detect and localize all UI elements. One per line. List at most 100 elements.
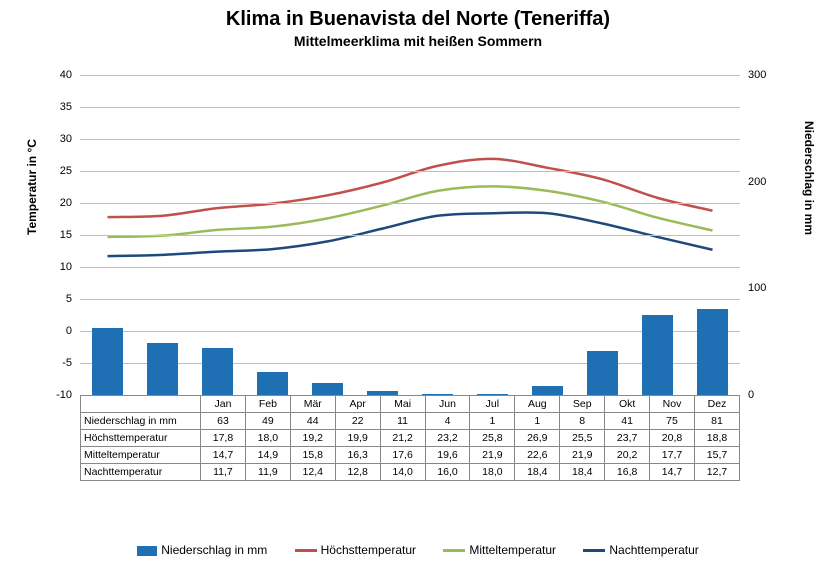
row-label: Niederschlag in mm bbox=[81, 413, 201, 430]
legend: Niederschlag in mm Höchsttemperatur Mitt… bbox=[0, 543, 836, 557]
data-cell: 15,7 bbox=[694, 447, 739, 464]
y-right-tick: 100 bbox=[748, 282, 778, 294]
month-header: Jan bbox=[201, 396, 246, 413]
data-table: JanFebMärAprMaiJunJulAugSepOktNovDezNied… bbox=[80, 395, 740, 481]
table-corner bbox=[81, 396, 201, 413]
data-cell: 26,9 bbox=[515, 430, 560, 447]
data-cell: 21,9 bbox=[560, 447, 605, 464]
data-cell: 11,7 bbox=[201, 464, 246, 481]
data-cell: 18,4 bbox=[515, 464, 560, 481]
gridline bbox=[80, 171, 740, 172]
data-cell: 22 bbox=[335, 413, 380, 430]
precip-bar bbox=[697, 309, 727, 395]
chart-title: Klima in Buenavista del Norte (Teneriffa… bbox=[0, 0, 836, 31]
y-left-tick: 35 bbox=[42, 101, 72, 113]
legend-precip: Niederschlag in mm bbox=[137, 543, 267, 557]
legend-label-high: Höchsttemperatur bbox=[321, 543, 416, 557]
month-header: Okt bbox=[605, 396, 650, 413]
y-left-tick: 10 bbox=[42, 261, 72, 273]
table-row: Niederschlag in mm63494422114118417581 bbox=[81, 413, 740, 430]
legend-swatch-precip bbox=[137, 546, 157, 556]
row-label: Nachttemperatur bbox=[81, 464, 201, 481]
climate-chart-container: Klima in Buenavista del Norte (Teneriffa… bbox=[0, 0, 836, 575]
legend-swatch-mid bbox=[443, 549, 465, 552]
month-header: Dez bbox=[694, 396, 739, 413]
chart-subtitle: Mittelmeerklima mit heißen Sommern bbox=[0, 31, 836, 49]
data-cell: 1 bbox=[515, 413, 560, 430]
data-cell: 16,0 bbox=[425, 464, 470, 481]
data-cell: 21,2 bbox=[380, 430, 425, 447]
gridline bbox=[80, 75, 740, 76]
y-right-tick: 0 bbox=[748, 389, 778, 401]
gridline bbox=[80, 267, 740, 268]
data-cell: 1 bbox=[470, 413, 515, 430]
y-axis-right-title: Niederschlag in mm bbox=[802, 121, 816, 235]
y-axis-left-title: Temperatur in °C bbox=[25, 139, 39, 235]
precip-bar bbox=[587, 351, 617, 395]
data-cell: 16,8 bbox=[605, 464, 650, 481]
data-cell: 17,7 bbox=[650, 447, 695, 464]
data-cell: 12,7 bbox=[694, 464, 739, 481]
y-left-tick: -5 bbox=[42, 357, 72, 369]
data-cell: 18,4 bbox=[560, 464, 605, 481]
gridline bbox=[80, 235, 740, 236]
data-cell: 14,0 bbox=[380, 464, 425, 481]
data-cell: 81 bbox=[694, 413, 739, 430]
data-cell: 20,2 bbox=[605, 447, 650, 464]
month-header: Jun bbox=[425, 396, 470, 413]
y-left-tick: -10 bbox=[42, 389, 72, 401]
table-header-row: JanFebMärAprMaiJunJulAugSepOktNovDez bbox=[81, 396, 740, 413]
data-cell: 15,8 bbox=[290, 447, 335, 464]
data-cell: 11,9 bbox=[245, 464, 290, 481]
data-cell: 22,6 bbox=[515, 447, 560, 464]
gridline bbox=[80, 299, 740, 300]
y-left-tick: 20 bbox=[42, 197, 72, 209]
legend-swatch-high bbox=[295, 549, 317, 552]
data-cell: 12,4 bbox=[290, 464, 335, 481]
data-cell: 25,8 bbox=[470, 430, 515, 447]
row-label: Höchsttemperatur bbox=[81, 430, 201, 447]
data-cell: 17,8 bbox=[201, 430, 246, 447]
gridline bbox=[80, 203, 740, 204]
legend-label-mid: Mitteltemperatur bbox=[469, 543, 556, 557]
data-cell: 49 bbox=[245, 413, 290, 430]
data-cell: 17,6 bbox=[380, 447, 425, 464]
plot-area: -10-505101520253035400100200300 bbox=[80, 75, 740, 395]
data-cell: 4 bbox=[425, 413, 470, 430]
data-cell: 41 bbox=[605, 413, 650, 430]
data-cell: 14,7 bbox=[650, 464, 695, 481]
month-header: Feb bbox=[245, 396, 290, 413]
precip-bar bbox=[92, 328, 122, 395]
data-cell: 19,6 bbox=[425, 447, 470, 464]
data-cell: 18,0 bbox=[245, 430, 290, 447]
data-cell: 75 bbox=[650, 413, 695, 430]
y-left-tick: 30 bbox=[42, 133, 72, 145]
precip-bar bbox=[202, 348, 232, 395]
month-header: Nov bbox=[650, 396, 695, 413]
precip-bar bbox=[312, 383, 342, 395]
data-cell: 16,3 bbox=[335, 447, 380, 464]
data-cell: 8 bbox=[560, 413, 605, 430]
data-cell: 23,2 bbox=[425, 430, 470, 447]
y-left-tick: 15 bbox=[42, 229, 72, 241]
precip-bar bbox=[642, 315, 672, 395]
data-cell: 19,9 bbox=[335, 430, 380, 447]
data-cell: 23,7 bbox=[605, 430, 650, 447]
data-cell: 21,9 bbox=[470, 447, 515, 464]
month-header: Mär bbox=[290, 396, 335, 413]
gridline bbox=[80, 331, 740, 332]
month-header: Jul bbox=[470, 396, 515, 413]
table-row: Nachttemperatur11,711,912,412,814,016,01… bbox=[81, 464, 740, 481]
month-header: Aug bbox=[515, 396, 560, 413]
y-left-tick: 40 bbox=[42, 69, 72, 81]
data-cell: 11 bbox=[380, 413, 425, 430]
legend-low: Nachttemperatur bbox=[583, 543, 698, 557]
y-right-tick: 200 bbox=[748, 176, 778, 188]
precip-bar bbox=[147, 343, 177, 395]
data-cell: 20,8 bbox=[650, 430, 695, 447]
data-cell: 18,8 bbox=[694, 430, 739, 447]
data-cell: 25,5 bbox=[560, 430, 605, 447]
legend-label-precip: Niederschlag in mm bbox=[161, 543, 267, 557]
month-header: Apr bbox=[335, 396, 380, 413]
gridline bbox=[80, 139, 740, 140]
